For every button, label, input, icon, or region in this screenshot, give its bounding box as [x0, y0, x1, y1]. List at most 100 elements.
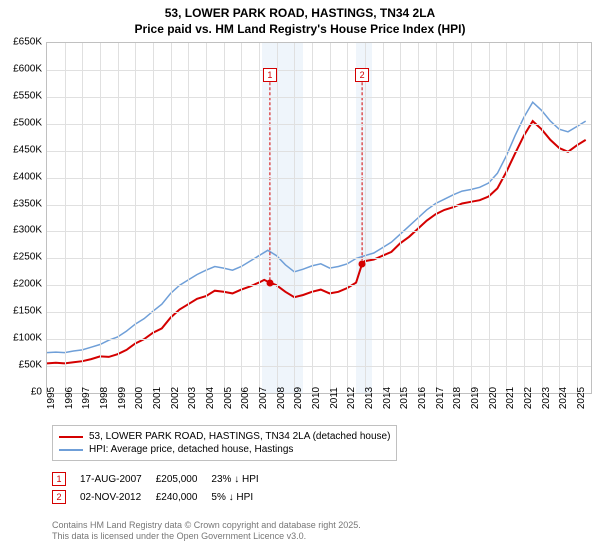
chart-line-layer [47, 43, 591, 393]
x-tick-label: 2025 [576, 387, 587, 409]
y-tick-label: £250K [0, 252, 42, 263]
gridline-v [312, 43, 313, 393]
sale-delta: 23% ↓ HPI [211, 470, 272, 488]
gridline-v [294, 43, 295, 393]
sales-table-row: 1 17-AUG-2007£205,00023% ↓ HPI [52, 470, 273, 488]
y-tick-label: £350K [0, 198, 42, 209]
x-tick-label: 1996 [64, 387, 75, 409]
legend-swatch [59, 449, 83, 451]
x-tick-label: 2010 [311, 387, 322, 409]
gridline-v [65, 43, 66, 393]
x-tick-label: 2018 [452, 387, 463, 409]
y-tick-label: £50K [0, 360, 42, 371]
y-tick-label: £400K [0, 171, 42, 182]
x-tick-label: 2007 [258, 387, 269, 409]
x-tick-label: 2020 [488, 387, 499, 409]
gridline-h [47, 97, 591, 98]
sale-price: £205,000 [156, 470, 212, 488]
x-tick-label: 1998 [99, 387, 110, 409]
gridline-v [383, 43, 384, 393]
x-tick-label: 2011 [329, 387, 340, 409]
gridline-v [400, 43, 401, 393]
y-tick-label: £650K [0, 37, 42, 48]
gridline-v [453, 43, 454, 393]
x-tick-label: 2013 [364, 387, 375, 409]
sales-table-row: 202-NOV-2012£240,0005% ↓ HPI [52, 488, 273, 506]
sales-marker-ref: 2 [52, 490, 66, 504]
gridline-h [47, 312, 591, 313]
sales-marker-ref: 1 [52, 472, 66, 486]
x-tick-label: 2004 [205, 387, 216, 409]
gridline-v [241, 43, 242, 393]
x-tick-label: 2014 [382, 387, 393, 409]
y-tick-label: £0 [0, 387, 42, 398]
y-tick-label: £100K [0, 333, 42, 344]
x-tick-label: 2009 [293, 387, 304, 409]
gridline-v [100, 43, 101, 393]
gridline-h [47, 205, 591, 206]
x-tick-label: 2017 [435, 387, 446, 409]
chart-plot-area: 12 [46, 42, 592, 394]
gridline-v [82, 43, 83, 393]
sales-table: 1 17-AUG-2007£205,00023% ↓ HPI 2 02-NOV-201… [52, 470, 273, 506]
x-tick-label: 2021 [505, 387, 516, 409]
chart-title: 53, LOWER PARK ROAD, HASTINGS, TN34 2LA … [0, 0, 600, 37]
gridline-v [118, 43, 119, 393]
gridline-v [418, 43, 419, 393]
gridline-h [47, 124, 591, 125]
sale-date: 02-NOV-2012 [80, 488, 156, 506]
y-tick-label: £450K [0, 144, 42, 155]
x-tick-label: 1997 [81, 387, 92, 409]
y-tick-label: £200K [0, 279, 42, 290]
gridline-v [188, 43, 189, 393]
legend: 53, LOWER PARK ROAD, HASTINGS, TN34 2LA … [52, 425, 397, 461]
legend-swatch [59, 436, 83, 438]
sale-delta: 5% ↓ HPI [211, 488, 272, 506]
y-tick-label: £600K [0, 63, 42, 74]
x-tick-label: 2022 [523, 387, 534, 409]
x-tick-label: 2008 [276, 387, 287, 409]
gridline-v [347, 43, 348, 393]
x-tick-label: 2012 [346, 387, 357, 409]
gridline-h [47, 231, 591, 232]
sale-marker-dot [359, 260, 366, 267]
sale-marker-dot [266, 279, 273, 286]
title-line-2: Price paid vs. HM Land Registry's House … [135, 22, 466, 36]
gridline-v [330, 43, 331, 393]
x-tick-label: 2000 [134, 387, 145, 409]
y-tick-label: £550K [0, 90, 42, 101]
gridline-v [506, 43, 507, 393]
gridline-h [47, 258, 591, 259]
x-tick-label: 2001 [152, 387, 163, 409]
sale-marker-box: 2 [355, 68, 369, 82]
gridline-v [365, 43, 366, 393]
gridline-v [524, 43, 525, 393]
attribution-line-2: This data is licensed under the Open Gov… [52, 531, 306, 541]
x-tick-label: 2016 [417, 387, 428, 409]
attribution-line-1: Contains HM Land Registry data © Crown c… [52, 520, 361, 530]
x-tick-label: 2006 [240, 387, 251, 409]
x-tick-label: 2005 [223, 387, 234, 409]
gridline-h [47, 366, 591, 367]
y-tick-label: £150K [0, 306, 42, 317]
attribution: Contains HM Land Registry data © Crown c… [52, 520, 361, 542]
series-hpi [47, 102, 586, 352]
x-tick-label: 2015 [399, 387, 410, 409]
gridline-v [542, 43, 543, 393]
gridline-v [277, 43, 278, 393]
x-tick-label: 2002 [170, 387, 181, 409]
gridline-v [471, 43, 472, 393]
x-tick-label: 2023 [541, 387, 552, 409]
gridline-v [153, 43, 154, 393]
gridline-h [47, 339, 591, 340]
legend-row: HPI: Average price, detached house, Hast… [59, 443, 390, 456]
gridline-v [259, 43, 260, 393]
sale-date: 17-AUG-2007 [80, 470, 156, 488]
legend-row: 53, LOWER PARK ROAD, HASTINGS, TN34 2LA … [59, 430, 390, 443]
x-tick-label: 2024 [558, 387, 569, 409]
x-tick-label: 1999 [117, 387, 128, 409]
sale-marker-box: 1 [263, 68, 277, 82]
x-tick-label: 2019 [470, 387, 481, 409]
gridline-h [47, 151, 591, 152]
gridline-v [224, 43, 225, 393]
